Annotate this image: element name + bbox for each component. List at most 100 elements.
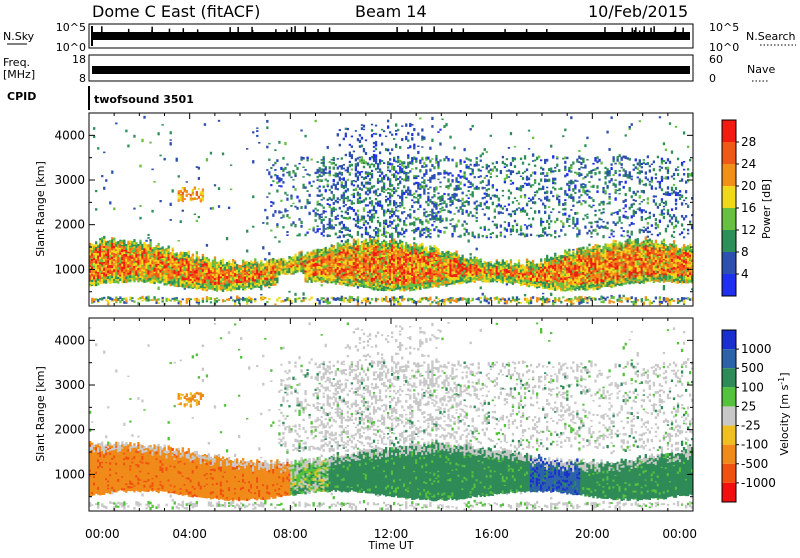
power-cell: [395, 215, 397, 217]
power-cell: [375, 234, 377, 236]
power-cell: [260, 299, 262, 301]
power-cell: [439, 159, 441, 161]
power-cell: [431, 224, 433, 227]
power-cell: [176, 252, 178, 254]
power-cell: [172, 270, 174, 273]
power-cell: [306, 254, 308, 257]
power-cell: [192, 256, 194, 258]
power-cell: [403, 179, 405, 182]
power-cell: [214, 184, 216, 186]
power-cell: [387, 247, 389, 249]
power-cell: [262, 263, 264, 265]
power-cell: [91, 255, 93, 257]
power-cell: [327, 180, 329, 182]
power-cell: [389, 212, 391, 214]
power-cell: [337, 182, 339, 185]
power-cell: [381, 186, 383, 189]
power-cell: [266, 273, 268, 276]
power-cell: [401, 171, 403, 173]
power-cell: [401, 198, 403, 201]
power-cell: [298, 256, 300, 259]
power-cell: [325, 216, 327, 218]
power-cell: [290, 273, 292, 275]
power-cell: [288, 262, 290, 265]
power-cell: [435, 247, 437, 250]
power-cell: [97, 258, 99, 261]
power-cell: [453, 146, 455, 149]
power-cell: [413, 264, 415, 267]
power-cell: [377, 235, 379, 237]
power-cell: [419, 188, 421, 190]
power-cell: [242, 260, 244, 262]
power-cell: [190, 284, 192, 287]
power-cell: [119, 279, 121, 281]
power-cell: [397, 257, 399, 260]
power-cell: [172, 260, 174, 263]
power-cell: [270, 280, 272, 283]
power-cell: [393, 258, 395, 261]
power-cell: [180, 271, 182, 274]
power-cell: [455, 193, 457, 196]
power-cell: [445, 263, 447, 266]
power-cell: [343, 300, 345, 302]
power-cell: [472, 183, 474, 186]
power-cell: [323, 235, 325, 237]
power-cell: [268, 143, 270, 144]
power-cell: [101, 297, 103, 300]
power-cell: [409, 282, 411, 284]
power-cell: [337, 297, 339, 300]
power-cell: [153, 258, 155, 261]
power-cell: [449, 220, 451, 222]
power-cell: [196, 267, 198, 270]
power-cell: [331, 254, 333, 257]
power-cell: [337, 267, 339, 270]
power-cell: [184, 263, 186, 265]
power-cell: [327, 274, 329, 277]
power-cell: [317, 209, 319, 211]
power-cell: [220, 284, 222, 286]
power-cell: [419, 266, 421, 269]
power-cell: [351, 236, 353, 239]
power-cell: [319, 179, 321, 182]
power-cell: [347, 188, 349, 190]
power-cell: [357, 192, 359, 195]
power-cell: [308, 229, 310, 230]
power-cell: [417, 251, 419, 254]
power-cell: [300, 252, 302, 255]
power-cell: [363, 222, 365, 224]
power-cell: [310, 269, 312, 271]
power-cell: [367, 300, 369, 303]
power-cell: [387, 276, 389, 279]
power-cell: [178, 302, 180, 304]
power-cell: [95, 251, 97, 253]
power-cell: [91, 282, 93, 285]
power-cell: [196, 282, 198, 284]
power-cell: [439, 172, 441, 175]
power-cell: [236, 276, 238, 279]
power-cell: [107, 263, 109, 266]
power-cell: [423, 248, 425, 251]
power-cell: [250, 266, 252, 268]
power-cell: [172, 264, 174, 267]
power-cell: [176, 159, 178, 162]
power-cell: [274, 276, 276, 278]
power-cell: [268, 282, 270, 285]
power-cell: [373, 251, 375, 254]
power-cell: [375, 156, 377, 159]
power-cell: [455, 270, 457, 272]
power-cell: [335, 175, 337, 177]
power-cell: [198, 196, 200, 199]
power-cell: [325, 273, 327, 275]
power-cell: [111, 276, 113, 279]
power-cell: [339, 251, 341, 254]
power-cell: [345, 274, 347, 276]
power-cell: [417, 301, 419, 303]
power-cell: [145, 296, 147, 299]
power-cell: [472, 275, 474, 278]
power-cell: [184, 272, 186, 275]
power-cell: [105, 258, 107, 261]
power-cell: [238, 285, 240, 287]
power-cell: [200, 283, 202, 286]
power-cell: [407, 172, 409, 174]
power-cell: [425, 184, 427, 187]
